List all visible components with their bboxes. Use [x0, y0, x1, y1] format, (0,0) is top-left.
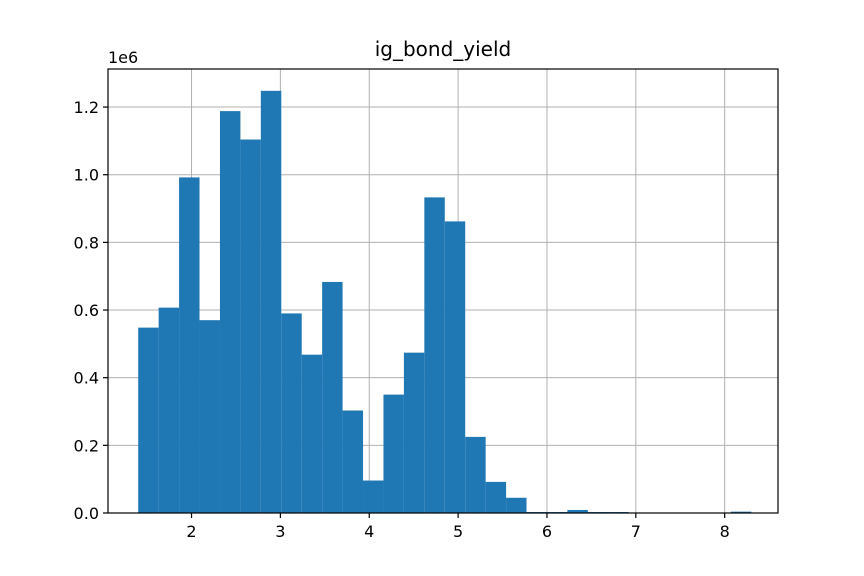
chart-title: ig_bond_yield: [375, 37, 512, 61]
histogram-bar: [485, 481, 507, 513]
histogram-bar: [730, 511, 752, 513]
plot-frame: [107, 68, 779, 514]
histogram-bar: [281, 313, 302, 513]
histogram-bar: [465, 436, 486, 513]
y-tick-label: 0.4: [74, 369, 99, 388]
bars: [138, 90, 752, 514]
y-tick-label: 0.2: [74, 436, 99, 455]
histogram-bar: [444, 221, 466, 514]
histogram-bar: [424, 197, 445, 513]
y-tick-label: 0.6: [74, 301, 99, 320]
histogram-bar: [363, 480, 384, 513]
y-tick-label: 0.0: [74, 504, 99, 523]
histogram-bar: [219, 111, 241, 513]
x-tick-label: 4: [364, 522, 374, 541]
y-offset-label: 1e6: [108, 48, 138, 67]
grid: [108, 69, 778, 514]
x-tick-label: 2: [186, 522, 196, 541]
histogram-bar: [158, 307, 180, 513]
x-tick-label: 5: [453, 522, 463, 541]
histogram-bar: [301, 354, 323, 513]
histogram-bar: [199, 320, 220, 513]
y-tick-label: 0.8: [74, 233, 99, 252]
y-tick-label: 1.2: [74, 98, 99, 117]
histogram-bar: [138, 327, 159, 513]
x-tick-label: 7: [631, 522, 641, 541]
histogram-bar: [179, 177, 200, 513]
histogram-bar: [260, 90, 282, 513]
histogram-bar: [403, 352, 425, 513]
histogram-bar: [342, 410, 364, 513]
x-axis: 2 3 4 5 6 7 8: [186, 513, 730, 541]
y-axis: 0.0 0.2 0.4 0.6 0.8 1.0 1.2: [74, 98, 108, 523]
histogram-bar: [506, 497, 527, 513]
histogram-bar: [383, 394, 404, 513]
x-tick-label: 6: [542, 522, 552, 541]
x-tick-label: 8: [720, 522, 730, 541]
histogram-bar: [240, 139, 261, 513]
x-tick-label: 3: [275, 522, 285, 541]
histogram-bar: [322, 281, 343, 513]
histogram-bar: [567, 509, 588, 513]
y-tick-label: 1.0: [74, 166, 99, 185]
